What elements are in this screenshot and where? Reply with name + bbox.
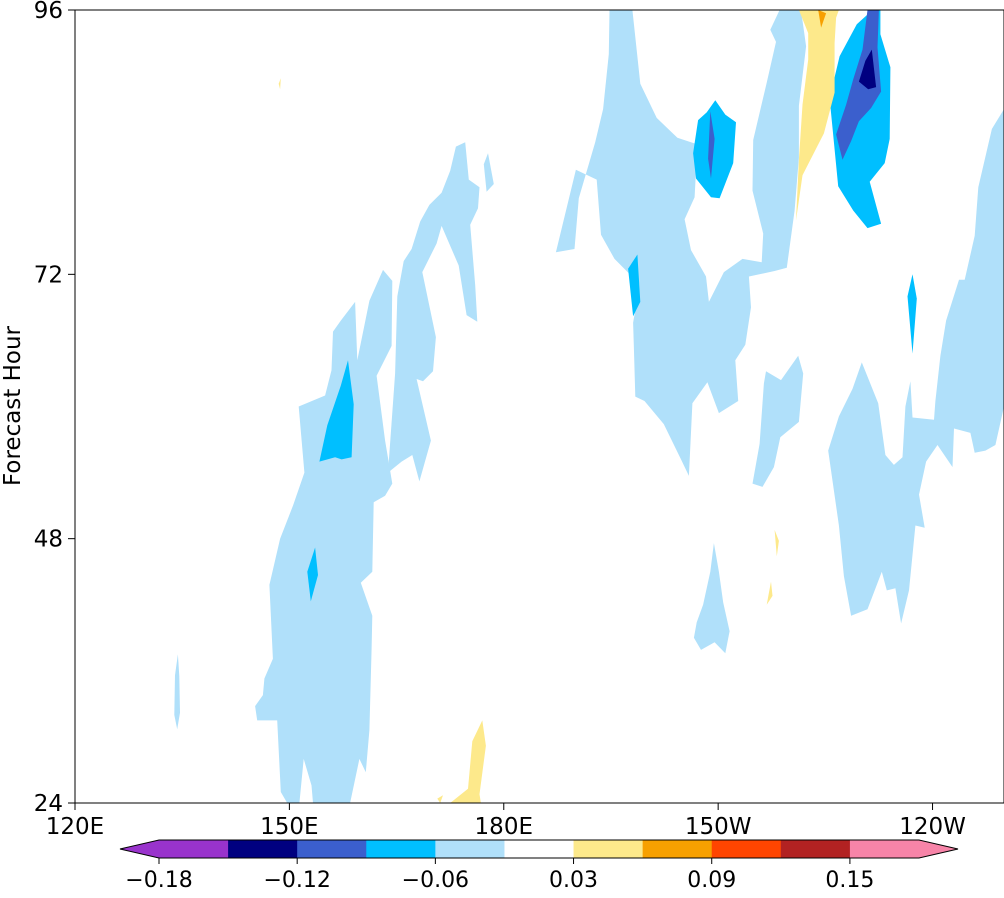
y-tick-label-0: 24 [34, 791, 63, 817]
y-tick-label-3: 96 [34, 0, 63, 24]
contour-region-10 [628, 254, 641, 317]
contour-region-0 [174, 654, 180, 730]
y-axis: 24 48 72 96 [34, 0, 75, 817]
contour-region-18 [437, 795, 443, 803]
colorbar-segment-9 [780, 840, 851, 858]
colorbar-segment-7 [642, 840, 713, 858]
x-tick-label-3: 150W [685, 814, 752, 840]
colorbar-under-arrow [120, 840, 159, 858]
colorbar-segment-4 [435, 840, 505, 858]
y-tick-label-1: 48 [34, 527, 63, 553]
contour-region-7 [828, 109, 1004, 624]
contour-region-17 [450, 720, 486, 803]
y-tick-label-2: 72 [34, 262, 63, 288]
contour-region-1 [255, 269, 393, 803]
colorbar-segment-10 [849, 840, 920, 858]
colorbar-tick-label-4: 0.09 [687, 868, 736, 893]
contour-region-3 [483, 153, 494, 192]
x-tick-label-2: 180E [475, 814, 533, 840]
colorbar-tick-label-5: 0.15 [825, 868, 874, 893]
contour-region-19 [766, 581, 773, 605]
colorbar-segment-5 [504, 840, 575, 858]
colorbar-over-arrow [919, 840, 958, 858]
colorbar-segment-1 [228, 840, 298, 858]
contour-region-20 [774, 529, 779, 557]
contour-region-4 [555, 10, 807, 476]
contour-region-24 [818, 10, 827, 28]
colorbar-segment-2 [297, 840, 367, 858]
contour-region-9 [319, 360, 354, 462]
colorbar-segment-6 [573, 840, 644, 858]
contour-fill-layer [174, 10, 1004, 803]
y-axis-label: Forecast Hour [0, 325, 26, 486]
x-tick-label-4: 120W [899, 814, 966, 840]
colorbar-segment-3 [366, 840, 436, 858]
contour-region-13 [907, 274, 917, 354]
x-tick-label-0: 120E [46, 814, 104, 840]
colorbar: −0.18 −0.12 −0.06 0.03 0.09 0.15 [119, 839, 959, 893]
contour-region-8 [307, 547, 318, 602]
contour-region-15 [836, 10, 882, 160]
contour-region-14 [708, 111, 715, 179]
plot-frame [74, 9, 1004, 804]
colorbar-tick-label-1: −0.12 [263, 868, 330, 893]
x-tick-label-1: 150E [260, 814, 318, 840]
contour-region-16 [858, 49, 877, 90]
colorbar-tick-label-2: −0.06 [402, 868, 469, 893]
colorbar-tick-label-3: 0.03 [549, 868, 598, 893]
contour-region-2 [388, 142, 480, 482]
contour-region-11 [693, 100, 736, 199]
contour-region-5 [693, 543, 730, 654]
x-axis: 120E 150E 180E 150W 120W [46, 803, 966, 840]
colorbar-tick-label-0: −0.18 [125, 868, 192, 893]
colorbar-segment-0 [159, 840, 229, 858]
contour-region-23 [278, 78, 281, 90]
contour-region-6 [752, 355, 804, 487]
colorbar-segment-8 [711, 840, 782, 858]
contour-region-21 [796, 10, 839, 221]
